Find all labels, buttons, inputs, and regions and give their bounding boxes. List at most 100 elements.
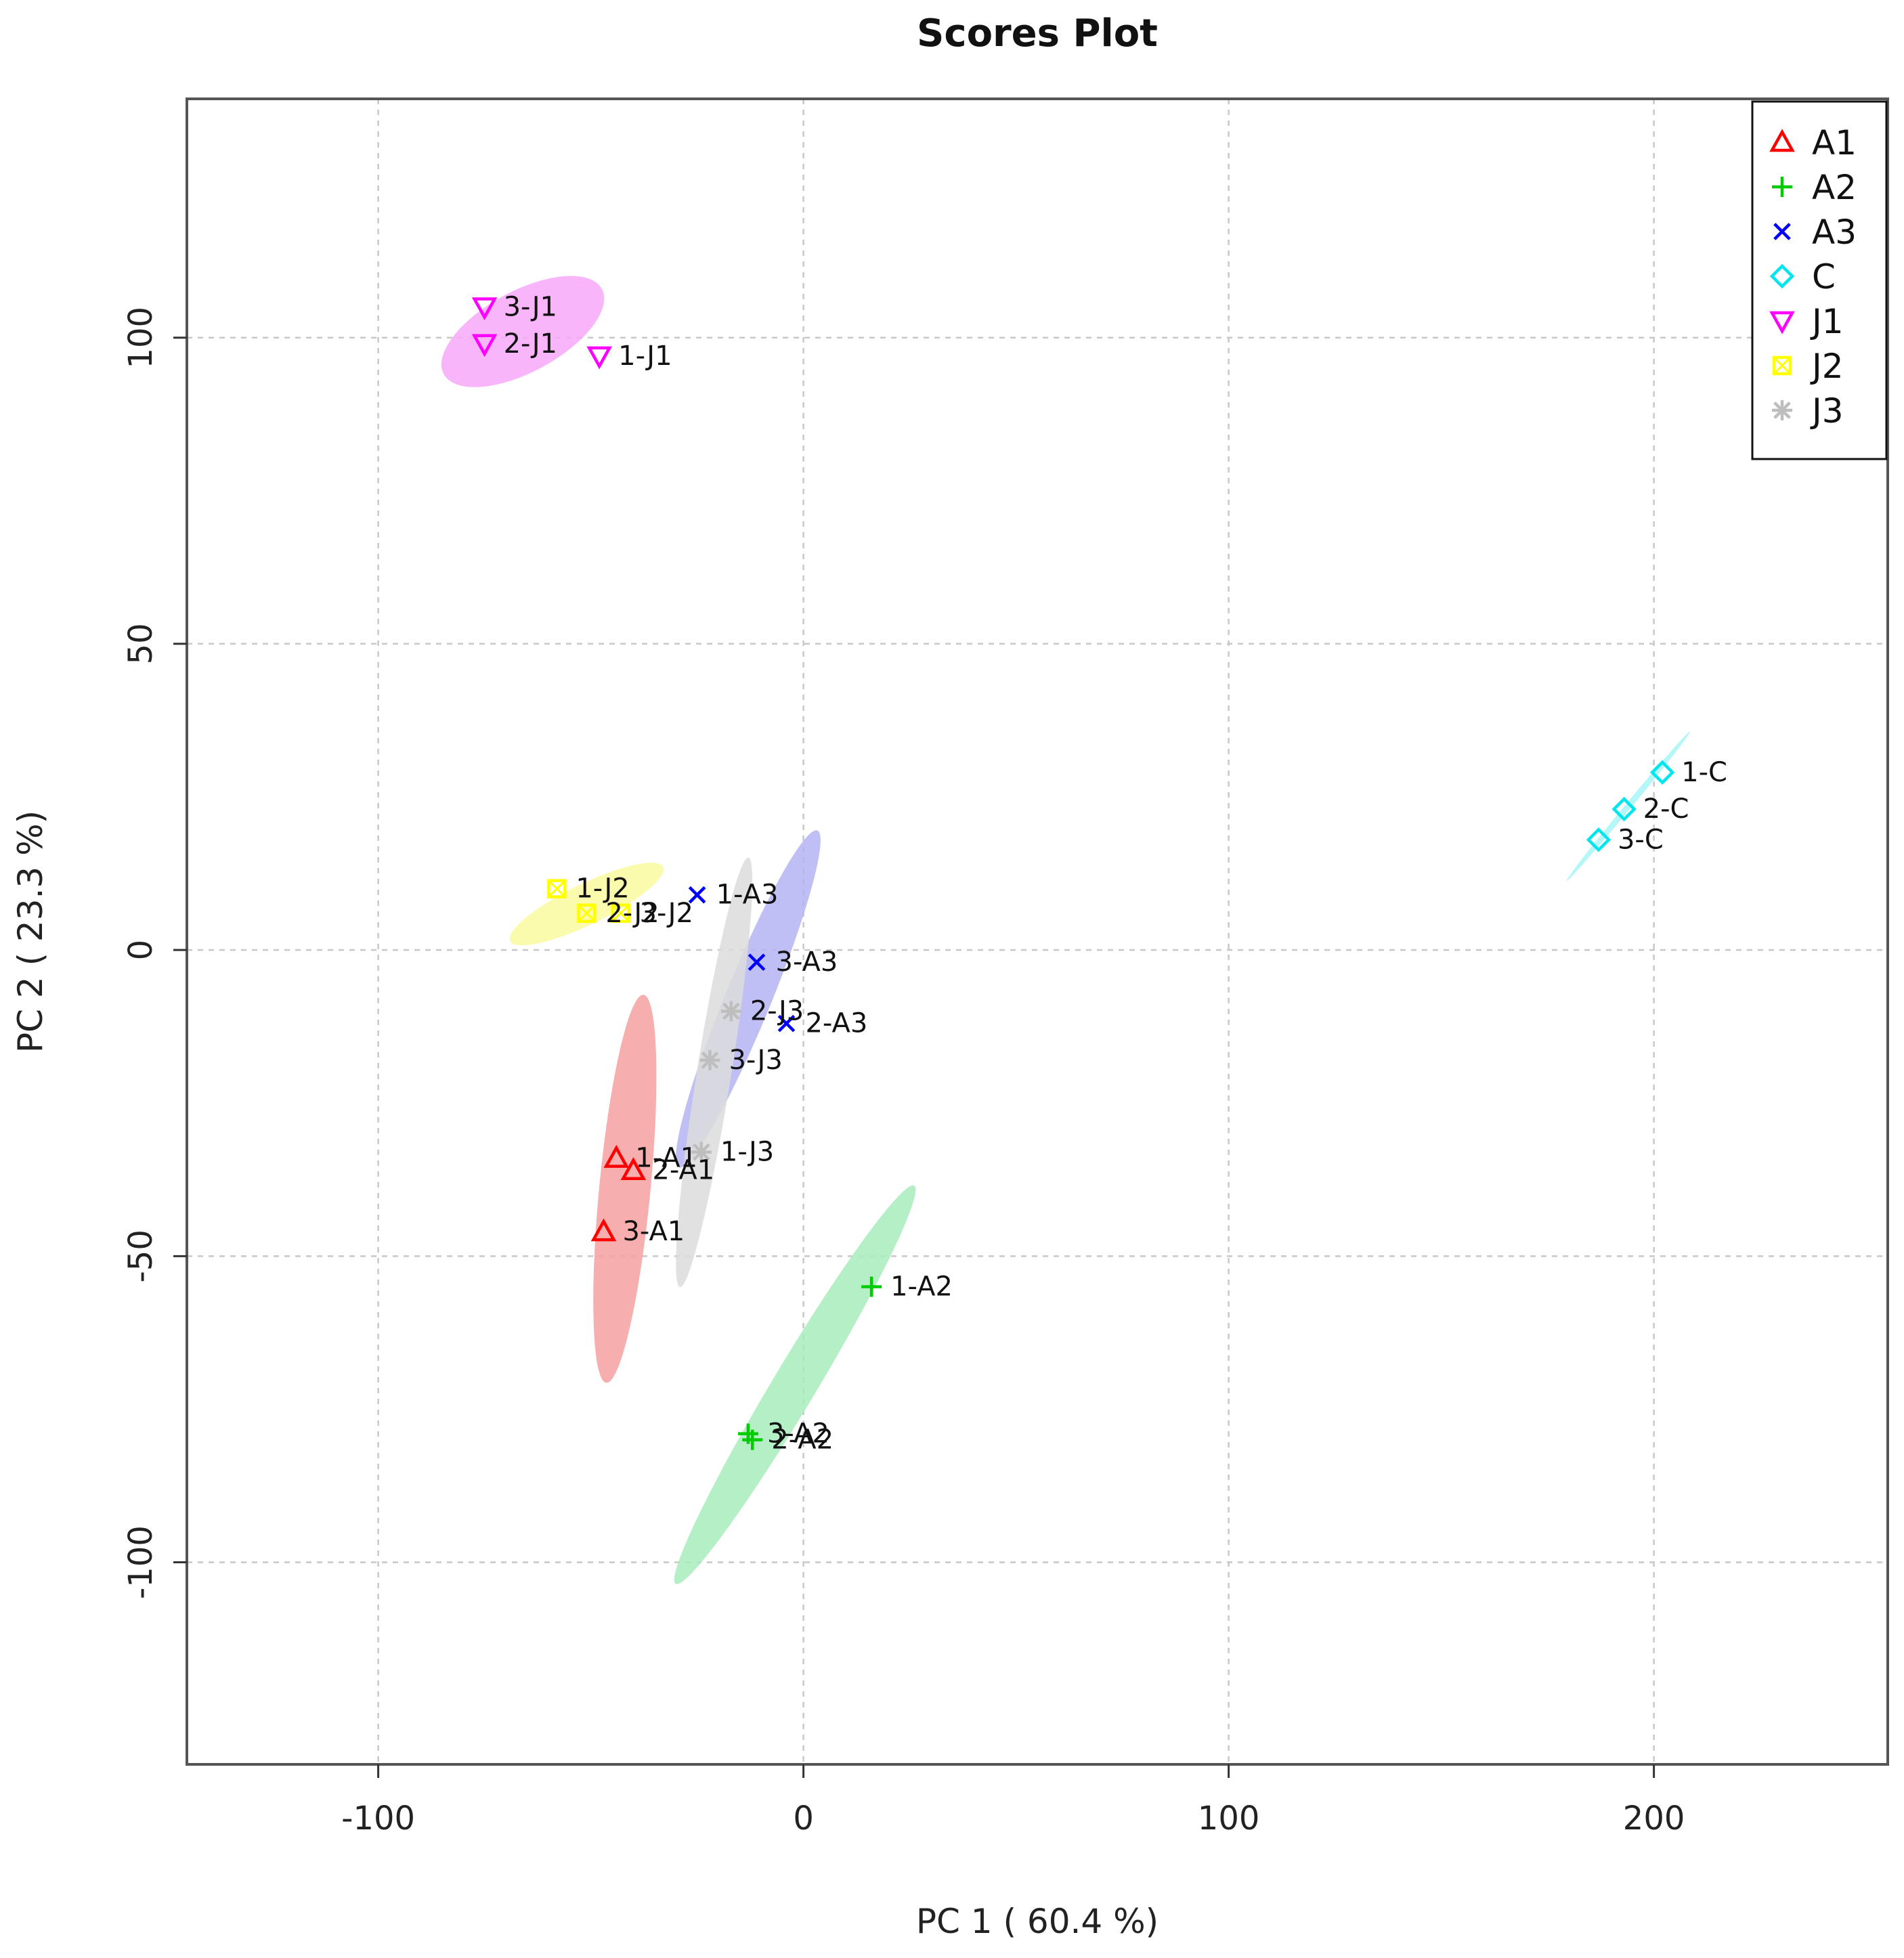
legend-label-a3: A3 <box>1812 213 1857 252</box>
legend-marker-j2 <box>1772 355 1792 376</box>
diamond-marker-shape <box>1586 827 1611 852</box>
plot-frame <box>186 97 1889 1766</box>
square-marker-cross-b <box>578 904 596 922</box>
point-label-1-c: 1-C <box>1681 757 1727 788</box>
point-1-a1 <box>603 1144 630 1168</box>
point-label-2-j2: 2-J2 <box>605 898 659 929</box>
legend-marker-a2 <box>1772 177 1792 197</box>
point-1-j2 <box>547 879 567 898</box>
triangle-marker-shape <box>1769 129 1795 152</box>
y-axis-title: PC 2 ( 23.3 %) <box>11 810 50 1053</box>
point-label-1-j1: 1-J1 <box>618 341 672 372</box>
ellipse-j1 <box>441 276 605 387</box>
point-2-c <box>1611 796 1637 822</box>
asterisk-marker-b <box>701 1051 719 1069</box>
legend-label-j2: J2 <box>1810 347 1844 386</box>
legend-label-c: C <box>1812 257 1836 297</box>
point-2-j1 <box>471 334 498 357</box>
triangle-down-marker-shape <box>1769 311 1795 334</box>
point-label-3-j3: 3-J3 <box>729 1045 782 1076</box>
point-label-1-j2: 1-J2 <box>576 873 629 905</box>
point-label-1-a3: 1-A3 <box>716 879 779 911</box>
legend-label-j1: J1 <box>1810 302 1844 341</box>
legend: A1 A2 A3 C J1 J2 J3 <box>1751 100 1888 460</box>
square-marker-box <box>1772 355 1792 376</box>
point-1-j3 <box>691 1141 712 1162</box>
point-3-j2 <box>611 903 630 923</box>
point-1-c <box>1649 760 1675 785</box>
ellipse-a1 <box>593 995 657 1383</box>
legend-marker-j3 <box>1772 400 1792 420</box>
ellipse-c <box>1566 731 1691 882</box>
point-1-a2 <box>861 1276 882 1297</box>
x-tick-label: 0 <box>793 1800 814 1837</box>
square-marker-box <box>611 903 630 923</box>
point-label-3-j1: 3-J1 <box>504 292 557 323</box>
legend-marker-c <box>1769 263 1795 289</box>
square-marker-box <box>577 903 597 923</box>
x-tick-label: 200 <box>1623 1800 1685 1837</box>
x-marker-b <box>748 953 766 972</box>
point-label-3-a3: 3-A3 <box>776 947 838 978</box>
point-2-j2 <box>577 903 597 923</box>
point-label-2-a2: 2-A2 <box>771 1424 834 1456</box>
point-2-a1 <box>620 1157 647 1180</box>
y-tick-label: 100 <box>122 307 160 369</box>
tick-layer: -100 0 100 200 -100 -50 0 50 100 <box>122 307 1685 1837</box>
legend-box <box>1751 100 1888 460</box>
legend-marker-a3 <box>1773 223 1791 240</box>
point-label-2-j1: 2-J1 <box>504 328 557 360</box>
legend-label-a1: A1 <box>1812 123 1857 162</box>
x-tick-label: 100 <box>1198 1800 1260 1837</box>
y-tick-label: -50 <box>122 1230 160 1282</box>
point-3-a3 <box>748 953 766 972</box>
legend-marker-j1 <box>1769 311 1795 334</box>
square-marker-cross-b <box>611 904 630 922</box>
y-tick-label: -100 <box>122 1525 160 1599</box>
square-marker-box <box>547 879 567 898</box>
diamond-marker-shape <box>1611 796 1637 822</box>
point-2-j3 <box>720 1001 741 1022</box>
asterisk-marker-b <box>722 1002 740 1020</box>
square-marker-cross-b <box>1773 356 1792 375</box>
y-tick-label: 50 <box>122 623 160 664</box>
x-axis-title: PC 1 ( 60.4 %) <box>916 1902 1159 1941</box>
point-layer <box>471 297 1675 1450</box>
triangle-marker-shape <box>603 1144 630 1168</box>
point-label-3-a2: 3-A2 <box>767 1418 829 1450</box>
x-marker-b <box>1773 223 1791 240</box>
legend-marker-a1 <box>1769 129 1795 152</box>
diamond-marker-shape <box>1769 263 1795 289</box>
asterisk-marker-b <box>693 1143 710 1161</box>
x-marker-b <box>688 886 706 904</box>
ellipse-a2 <box>674 1185 916 1584</box>
point-label-2-c: 2-C <box>1643 793 1689 825</box>
asterisk-marker-b <box>1773 401 1791 419</box>
ellipse-j3 <box>676 857 753 1288</box>
y-tick-label: 0 <box>122 940 160 961</box>
point-label-3-j2: 3-J2 <box>640 898 693 929</box>
chart-title: Scores Plot <box>917 12 1158 56</box>
point-1-a3 <box>688 886 706 904</box>
legend-label-a2: A2 <box>1812 168 1857 207</box>
triangle-marker-shape <box>590 1218 617 1242</box>
point-3-c <box>1586 827 1611 852</box>
x-marker-b <box>777 1014 796 1032</box>
point-3-a1 <box>590 1218 617 1242</box>
point-1-j1 <box>586 346 612 370</box>
legend-label-j3: J3 <box>1810 391 1844 431</box>
x-tick-label: -100 <box>341 1800 415 1837</box>
point-2-a3 <box>777 1014 796 1032</box>
point-label-1-a2: 1-A2 <box>890 1271 953 1303</box>
point-3-a2 <box>737 1423 758 1444</box>
label-layer: 1-A12-A1 3-A1 1-A2 2-A23-A2 1-A3 2-A3 3-A3 1-C 2… <box>504 292 1727 1456</box>
point-label-2-a1: 2-A1 <box>652 1155 714 1186</box>
point-label-2-a3: 2-A3 <box>805 1008 867 1039</box>
point-label-3-c: 3-C <box>1618 824 1664 855</box>
point-3-j1 <box>471 297 498 321</box>
point-label-1-a1: 1-A1 <box>635 1143 697 1174</box>
square-marker-cross-b <box>548 879 566 898</box>
diamond-marker-shape <box>1649 760 1675 785</box>
point-3-j3 <box>699 1049 720 1070</box>
